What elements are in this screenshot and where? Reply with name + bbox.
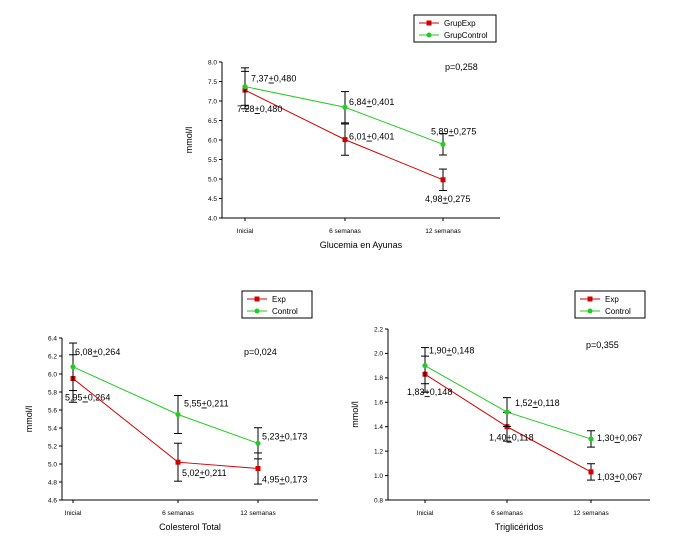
legend-marker xyxy=(426,20,432,26)
y-tick-label: 5.2 xyxy=(48,443,57,450)
y-tick-label: 8.0 xyxy=(208,59,217,66)
x-tick-label: 12 semanas xyxy=(573,510,609,517)
x-tick-label: Inicial xyxy=(237,228,254,235)
y-tick-label: 1.0 xyxy=(374,473,383,480)
y-tick-label: 4.8 xyxy=(48,479,57,486)
p-value-label: p=0,024 xyxy=(244,347,277,357)
data-label: 5,89+0,275 xyxy=(431,126,476,136)
x-tick-label: 6 semanas xyxy=(491,510,524,517)
data-label: 7,37+0,480 xyxy=(251,74,296,84)
data-label: 5,02+0,211 xyxy=(182,468,227,478)
legend-entry: GrupControl xyxy=(444,31,488,40)
data-point-Control xyxy=(175,411,181,418)
x-tick-label: Inicial xyxy=(65,510,82,517)
y-axis-label: mmol/l xyxy=(184,127,194,154)
x-axis-label: Glucemia en Ayunas xyxy=(320,240,403,250)
data-point-Control xyxy=(588,436,594,442)
data-label: 1,52+0,118 xyxy=(515,398,560,408)
data-point-Exp xyxy=(255,466,261,471)
y-tick-label: 2.0 xyxy=(374,351,383,358)
y-tick-label: 2.2 xyxy=(374,326,383,333)
y-tick-label: 6.4 xyxy=(48,335,57,342)
data-label: 1,83+0,148 xyxy=(407,387,452,397)
y-tick-label: 5.5 xyxy=(208,157,217,164)
y-tick-label: 1.4 xyxy=(374,424,383,431)
x-tick-label: 12 semanas xyxy=(425,228,461,235)
y-tick-label: 6.5 xyxy=(208,118,217,125)
y-tick-label: 6.0 xyxy=(208,137,217,144)
x-tick-label: 12 semanas xyxy=(240,510,276,517)
legend-entry: Control xyxy=(272,307,298,316)
legend-marker xyxy=(254,308,260,314)
legend-entry: GrupExp xyxy=(444,19,476,28)
series-line-GrupControl xyxy=(244,86,444,145)
y-tick-label: 4.5 xyxy=(208,196,217,203)
y-tick-label: 5.8 xyxy=(48,389,57,396)
data-point-GrupExp xyxy=(342,137,348,143)
y-tick-label: 7.5 xyxy=(208,79,217,86)
data-label: 1,30+0,067 xyxy=(597,433,642,443)
x-axis-label: Triglicéridos xyxy=(495,522,544,532)
chart-3: 0.8 1.0 1.2 1.4 1.6 1.8 2.0 2.2 Inicial 6 semanas… xyxy=(350,290,650,532)
data-label: 6,08+0,264 xyxy=(75,347,120,357)
y-tick-label: 4.0 xyxy=(208,215,217,222)
data-label: 7.28+0,480 xyxy=(237,104,282,114)
data-point-Exp xyxy=(175,459,181,465)
y-tick-label: 5.4 xyxy=(48,425,57,432)
legend-entry: Exp xyxy=(272,295,286,304)
legend-marker xyxy=(587,308,593,314)
data-label: 6,01+0,401 xyxy=(349,132,394,142)
data-label: 4,98+0,275 xyxy=(425,194,470,204)
legend-marker xyxy=(426,32,432,38)
x-tick-label: 6 semanas xyxy=(162,510,195,517)
data-point-Exp xyxy=(588,469,594,475)
data-label: 5,95+0,264 xyxy=(65,393,110,403)
data-label: 6,84+0,401 xyxy=(349,97,394,107)
y-tick-label: 1.2 xyxy=(374,448,383,455)
chart-1: 4.0 4.5 5.0 5.5 6.0 6.5 7.0 7.5 8.0 Inicial 6 sema… xyxy=(184,14,500,250)
y-tick-label: 0.8 xyxy=(374,497,383,504)
p-value-label: p=0,258 xyxy=(445,62,478,72)
legend-entry: Exp xyxy=(605,295,619,304)
data-point-GrupControl xyxy=(342,104,348,110)
legend-marker xyxy=(254,296,260,302)
y-tick-label: 7.0 xyxy=(208,98,217,105)
data-label: 4,95+0,173 xyxy=(262,475,307,485)
y-tick-label: 5.0 xyxy=(48,461,57,468)
y-tick-label: 6.2 xyxy=(48,353,57,360)
y-tick-label: 5.6 xyxy=(48,407,57,414)
x-tick-label: 6 semanas xyxy=(329,228,362,235)
y-tick-label: 1.8 xyxy=(374,375,383,382)
data-label: 5,55+0,211 xyxy=(184,399,229,409)
data-point-GrupControl xyxy=(440,141,446,147)
y-tick-label: 6.0 xyxy=(48,371,57,378)
legend-entry: Control xyxy=(605,307,631,316)
p-value-label: p=0,355 xyxy=(586,340,619,350)
data-label: 1,40+0,118 xyxy=(489,433,534,443)
y-tick-label: 1.6 xyxy=(374,400,383,407)
data-point-GrupControl xyxy=(242,83,248,90)
x-axis-label: Colesterol Total xyxy=(159,522,221,532)
y-tick-label: 5.0 xyxy=(208,176,217,183)
data-point-GrupExp xyxy=(440,177,446,183)
y-axis-label: mmol/l xyxy=(24,406,34,433)
data-label: 1,90+0,148 xyxy=(429,346,474,356)
legend-box xyxy=(413,14,497,43)
legend-box xyxy=(574,290,646,319)
y-tick-label: 4.6 xyxy=(48,497,57,504)
legend-box xyxy=(241,290,313,319)
data-label: 5,23+0,173 xyxy=(262,431,307,441)
y-axis-label: mmol/l xyxy=(350,401,360,428)
legend-marker xyxy=(587,296,593,302)
data-label: 1,03+0,067 xyxy=(597,472,642,482)
data-point-Control xyxy=(422,363,428,369)
x-tick-label: Inicial xyxy=(417,510,434,517)
series-line-Control xyxy=(72,366,259,444)
data-point-Control xyxy=(70,364,76,370)
chart-2: 4.6 4.8 5.0 5.2 5.4 5.6 5.8 6.0 6.2 6.4 Inicial 6 s… xyxy=(24,290,318,532)
data-point-Control xyxy=(504,409,510,415)
data-point-Control xyxy=(255,440,261,446)
